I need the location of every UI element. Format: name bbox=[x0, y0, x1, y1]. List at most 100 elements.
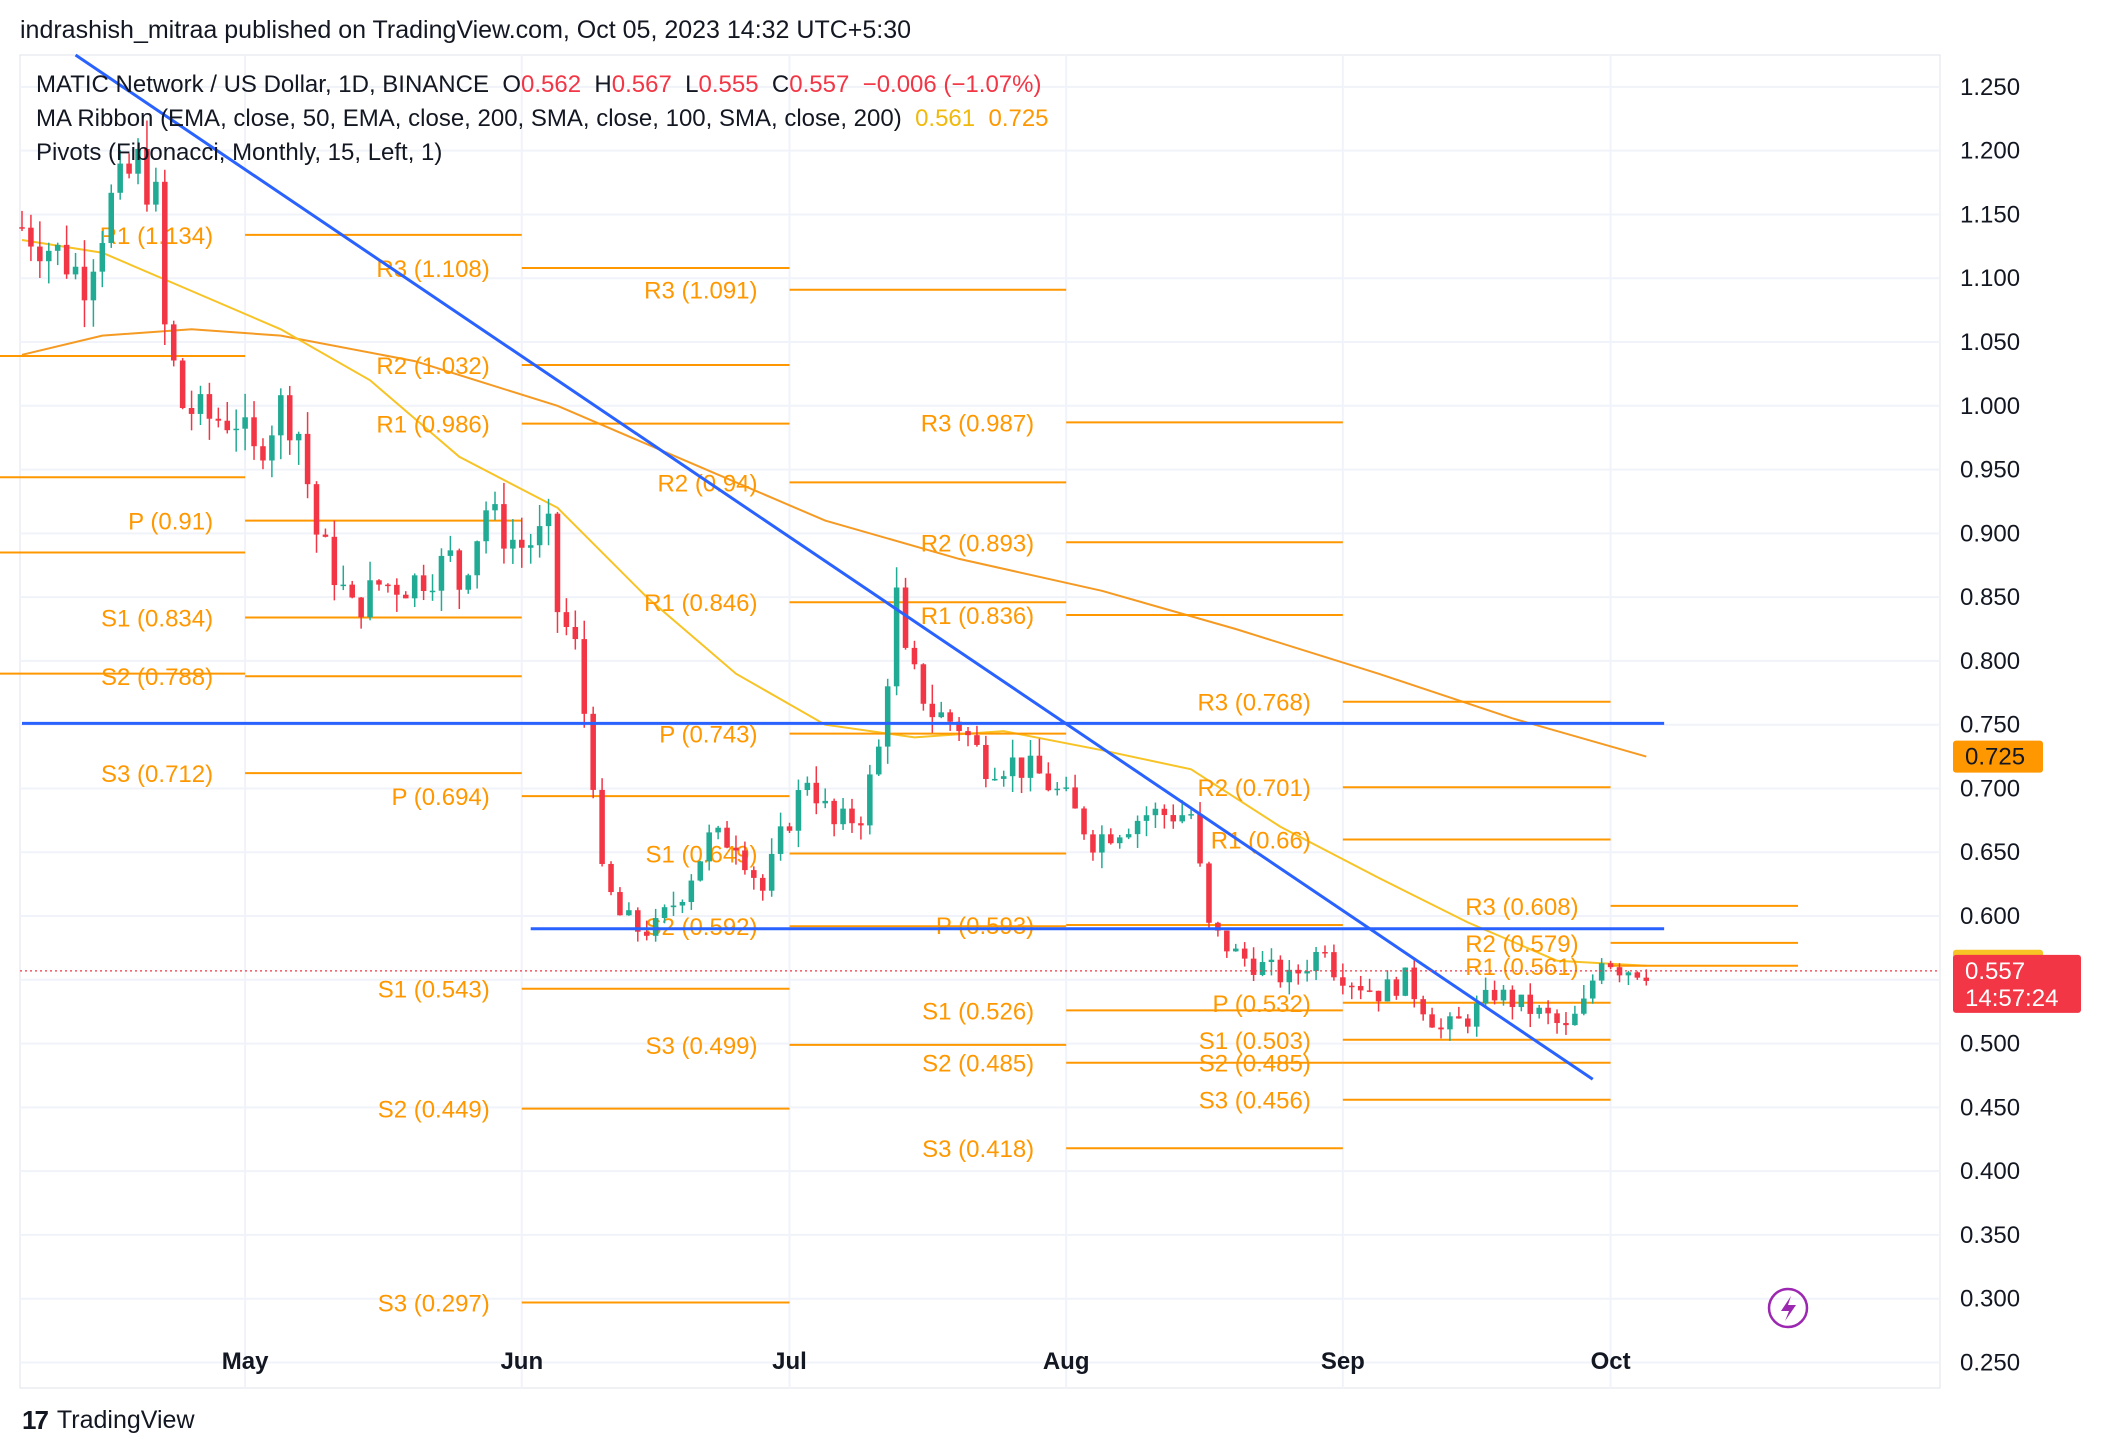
footer-brand[interactable]: 17 TradingView bbox=[22, 1405, 195, 1436]
candle-body bbox=[402, 594, 409, 599]
candle-down bbox=[402, 591, 409, 599]
candle-body bbox=[99, 243, 106, 272]
candle-down bbox=[849, 798, 855, 833]
candle-up bbox=[706, 824, 712, 871]
candle-up bbox=[242, 393, 248, 451]
candle-up bbox=[822, 788, 828, 809]
candle-down bbox=[1349, 982, 1355, 1000]
candle-down bbox=[1527, 983, 1534, 1028]
candle-body bbox=[108, 192, 115, 244]
candle-down bbox=[1634, 971, 1641, 980]
symbol-row[interactable]: MATIC Network / US Dollar, 1D, BINANCE O… bbox=[36, 68, 1049, 102]
candle-down bbox=[1456, 1006, 1462, 1019]
candle-up bbox=[153, 167, 159, 212]
candle-body bbox=[545, 513, 552, 527]
candle-body bbox=[1295, 969, 1301, 974]
pivots-row[interactable]: Pivots (Fibonacci, Monthly, 15, Left, 1) bbox=[36, 136, 1049, 170]
candle-body bbox=[1545, 1007, 1551, 1014]
candle-body bbox=[429, 590, 436, 593]
candle-body bbox=[635, 910, 641, 932]
pivot-label: R3 (0.608) bbox=[1465, 894, 1578, 921]
candle-body bbox=[1304, 971, 1310, 974]
pivot-label: R1 (0.561) bbox=[1465, 954, 1578, 981]
pivot-label: P (0.91) bbox=[128, 509, 213, 536]
candle-down bbox=[313, 481, 320, 553]
candle-body bbox=[1411, 967, 1418, 1000]
candle-down bbox=[394, 578, 400, 612]
candle-down bbox=[1616, 963, 1623, 983]
candle-body bbox=[1563, 1023, 1569, 1026]
candle-body bbox=[1072, 787, 1078, 809]
pivot-label: R3 (0.768) bbox=[1197, 690, 1310, 717]
candle-up bbox=[108, 184, 115, 248]
candle-down bbox=[519, 517, 525, 568]
candle-down bbox=[831, 798, 837, 837]
candle-body bbox=[1572, 1013, 1578, 1026]
candle-up bbox=[340, 565, 347, 591]
candle-down bbox=[1438, 1018, 1444, 1039]
candle-body bbox=[367, 580, 373, 618]
candle-body bbox=[1482, 989, 1489, 1004]
pivot-label: P (0.694) bbox=[391, 784, 489, 811]
candle-down bbox=[956, 717, 962, 742]
candle-down bbox=[911, 640, 918, 670]
candle-down bbox=[162, 169, 168, 345]
pivot-label: S2 (0.485) bbox=[1199, 1051, 1311, 1078]
candle-down bbox=[358, 597, 364, 629]
candle-up bbox=[1482, 977, 1489, 1007]
candle-up bbox=[135, 138, 141, 185]
candle-down bbox=[554, 511, 561, 633]
candle-up bbox=[367, 561, 373, 621]
candle-body bbox=[1581, 998, 1587, 1014]
candle-up bbox=[1116, 834, 1123, 849]
candle-body bbox=[144, 148, 150, 205]
candle-body bbox=[1527, 994, 1534, 1014]
candle-body bbox=[1589, 980, 1596, 999]
ma-ribbon-row[interactable]: MA Ribbon (EMA, close, 50, EMA, close, 2… bbox=[36, 102, 1049, 136]
candle-up bbox=[1232, 943, 1239, 952]
pivot-label: S1 (0.526) bbox=[922, 998, 1034, 1025]
candle-up bbox=[295, 431, 302, 465]
candle-down bbox=[206, 382, 213, 440]
candle-up bbox=[90, 259, 97, 327]
candle-body bbox=[206, 394, 213, 419]
candle-body bbox=[1090, 834, 1096, 853]
lightning-bolt bbox=[1781, 1296, 1796, 1321]
candle-body bbox=[742, 850, 748, 871]
candle-down bbox=[1241, 942, 1248, 967]
chart-legend: MATIC Network / US Dollar, 1D, BINANCE O… bbox=[36, 68, 1049, 170]
candle-body bbox=[224, 420, 231, 431]
candle-down bbox=[251, 401, 257, 460]
candle-body bbox=[304, 433, 311, 485]
candle-body bbox=[831, 800, 837, 825]
y-tick-label: 1.150 bbox=[1960, 201, 2020, 228]
pivot-label: S3 (0.297) bbox=[378, 1291, 490, 1318]
open-label: O bbox=[502, 71, 521, 98]
price-tag-value: 0.557 bbox=[1965, 958, 2025, 985]
candle-down bbox=[376, 579, 382, 591]
candle-down bbox=[322, 528, 329, 538]
candle-down bbox=[1081, 806, 1087, 840]
candle-body bbox=[1438, 1027, 1444, 1030]
candle-down bbox=[224, 401, 231, 434]
candle-body bbox=[572, 626, 579, 640]
high-label: H bbox=[594, 71, 612, 98]
candle-body bbox=[1340, 977, 1346, 986]
candle-body bbox=[849, 808, 855, 824]
pivot-label: S3 (0.499) bbox=[645, 1033, 757, 1060]
close-value: 0.557 bbox=[789, 71, 850, 98]
candle-body bbox=[1375, 990, 1382, 1002]
candle-body bbox=[1509, 989, 1516, 1008]
candle-up bbox=[938, 701, 945, 719]
y-tick-label: 0.250 bbox=[1960, 1349, 2020, 1376]
pivot-label: S3 (0.456) bbox=[1199, 1088, 1311, 1115]
candle-up bbox=[447, 535, 454, 562]
candle-body bbox=[1170, 815, 1177, 822]
y-tick-label: 1.050 bbox=[1960, 329, 2020, 356]
candle-body bbox=[286, 395, 293, 441]
candle-down bbox=[1429, 1007, 1435, 1028]
change-value: −0.006 (−1.07%) bbox=[862, 71, 1042, 98]
y-tick-label: 0.800 bbox=[1960, 648, 2020, 675]
